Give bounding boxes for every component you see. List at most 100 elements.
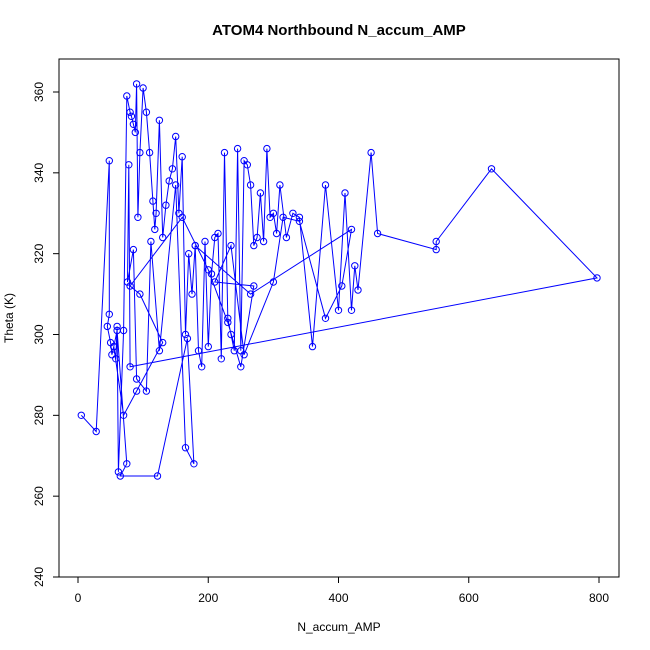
data-point: [432, 245, 440, 254]
data-point: [172, 132, 180, 141]
data-point: [250, 282, 258, 290]
data-point: [116, 472, 125, 480]
data-point: [190, 460, 198, 468]
data-point: [152, 209, 160, 218]
data-point: [233, 144, 242, 153]
data-point: [77, 411, 86, 419]
data-point: [263, 144, 271, 153]
data-point: [185, 250, 193, 258]
data-point: [220, 148, 229, 157]
data-point: [246, 290, 255, 298]
data-point: [139, 84, 147, 92]
data-point: [272, 229, 281, 238]
data-point: [279, 213, 287, 222]
data-point: [227, 330, 235, 339]
x-tick-label: 400: [328, 591, 348, 605]
data-point: [338, 282, 346, 290]
data-point: [269, 278, 278, 286]
y-tick-label: 300: [32, 324, 46, 344]
data-point: [347, 306, 356, 314]
data-point: [105, 310, 114, 318]
data-point: [253, 233, 261, 242]
x-tick-label: 0: [75, 591, 82, 605]
data-point: [295, 213, 304, 222]
data-point: [250, 241, 258, 250]
x-tick-label: 200: [198, 591, 218, 605]
data-point: [110, 342, 118, 351]
data-point: [211, 278, 219, 286]
y-tick-label: 280: [32, 405, 46, 425]
axes-layer: 0 200 400 600 800 240 260 280 300 320 340 360: [32, 82, 609, 605]
data-point: [321, 181, 330, 189]
data-point: [105, 157, 114, 165]
data-point: [354, 286, 362, 294]
data-point: [136, 290, 144, 298]
data-point: [373, 229, 382, 238]
x-tick-label: 800: [589, 591, 609, 605]
data-point: [201, 237, 209, 246]
data-point: [103, 322, 112, 331]
data-point: [126, 282, 134, 290]
data-point: [126, 363, 134, 371]
data-point: [108, 351, 116, 359]
data-point: [367, 148, 375, 157]
data-point: [147, 237, 155, 246]
data-point: [334, 306, 343, 314]
y-tick-label: 320: [32, 243, 46, 263]
data-point: [145, 148, 154, 157]
data-point: [165, 177, 173, 185]
data-point: [224, 314, 232, 322]
data-point: [123, 278, 132, 286]
data-point: [276, 181, 284, 189]
data-point: [194, 347, 203, 355]
data-point: [217, 355, 226, 363]
data-point: [155, 116, 164, 125]
data-point: [246, 181, 255, 189]
data-point: [129, 120, 138, 129]
y-tick-label: 260: [32, 486, 46, 506]
data-point: [153, 472, 162, 480]
data-point: [308, 342, 317, 351]
data-layer: [77, 80, 601, 480]
data-point: [132, 80, 141, 88]
chart-title: ATOM4 Northbound N_accum_AMP: [212, 22, 466, 39]
data-point: [112, 355, 120, 363]
data-point: [126, 108, 134, 116]
data-point: [134, 213, 142, 222]
data-point: [168, 165, 177, 173]
data-point: [227, 241, 235, 250]
data-point: [191, 241, 199, 250]
data-point: [159, 338, 167, 347]
data-point: [136, 148, 144, 157]
y-axis-label: Theta (K): [2, 293, 16, 343]
data-point: [593, 274, 601, 282]
data-point: [183, 334, 192, 343]
data-point: [172, 181, 180, 189]
data-point: [131, 128, 140, 137]
data-point: [256, 189, 265, 197]
data-point: [132, 375, 141, 383]
data-point: [123, 460, 131, 468]
data-point: [159, 233, 167, 242]
data-point: [341, 189, 349, 197]
data-point: [487, 165, 496, 173]
data-point: [92, 427, 100, 436]
plot-frame: [58, 58, 620, 578]
y-tick-label: 340: [32, 163, 46, 183]
data-point: [295, 217, 304, 226]
data-point: [347, 225, 356, 234]
data-point: [181, 330, 190, 339]
data-point: [129, 245, 138, 254]
series-line: [80, 83, 599, 477]
data-point: [114, 468, 123, 476]
data-point: [113, 322, 121, 331]
data-point: [178, 153, 186, 161]
y-tick-label: 360: [32, 82, 46, 102]
data-point: [142, 108, 151, 116]
data-point: [224, 318, 232, 327]
data-point: [289, 209, 297, 218]
data-point: [240, 351, 248, 359]
data-point: [125, 161, 133, 169]
data-point: [155, 347, 164, 355]
